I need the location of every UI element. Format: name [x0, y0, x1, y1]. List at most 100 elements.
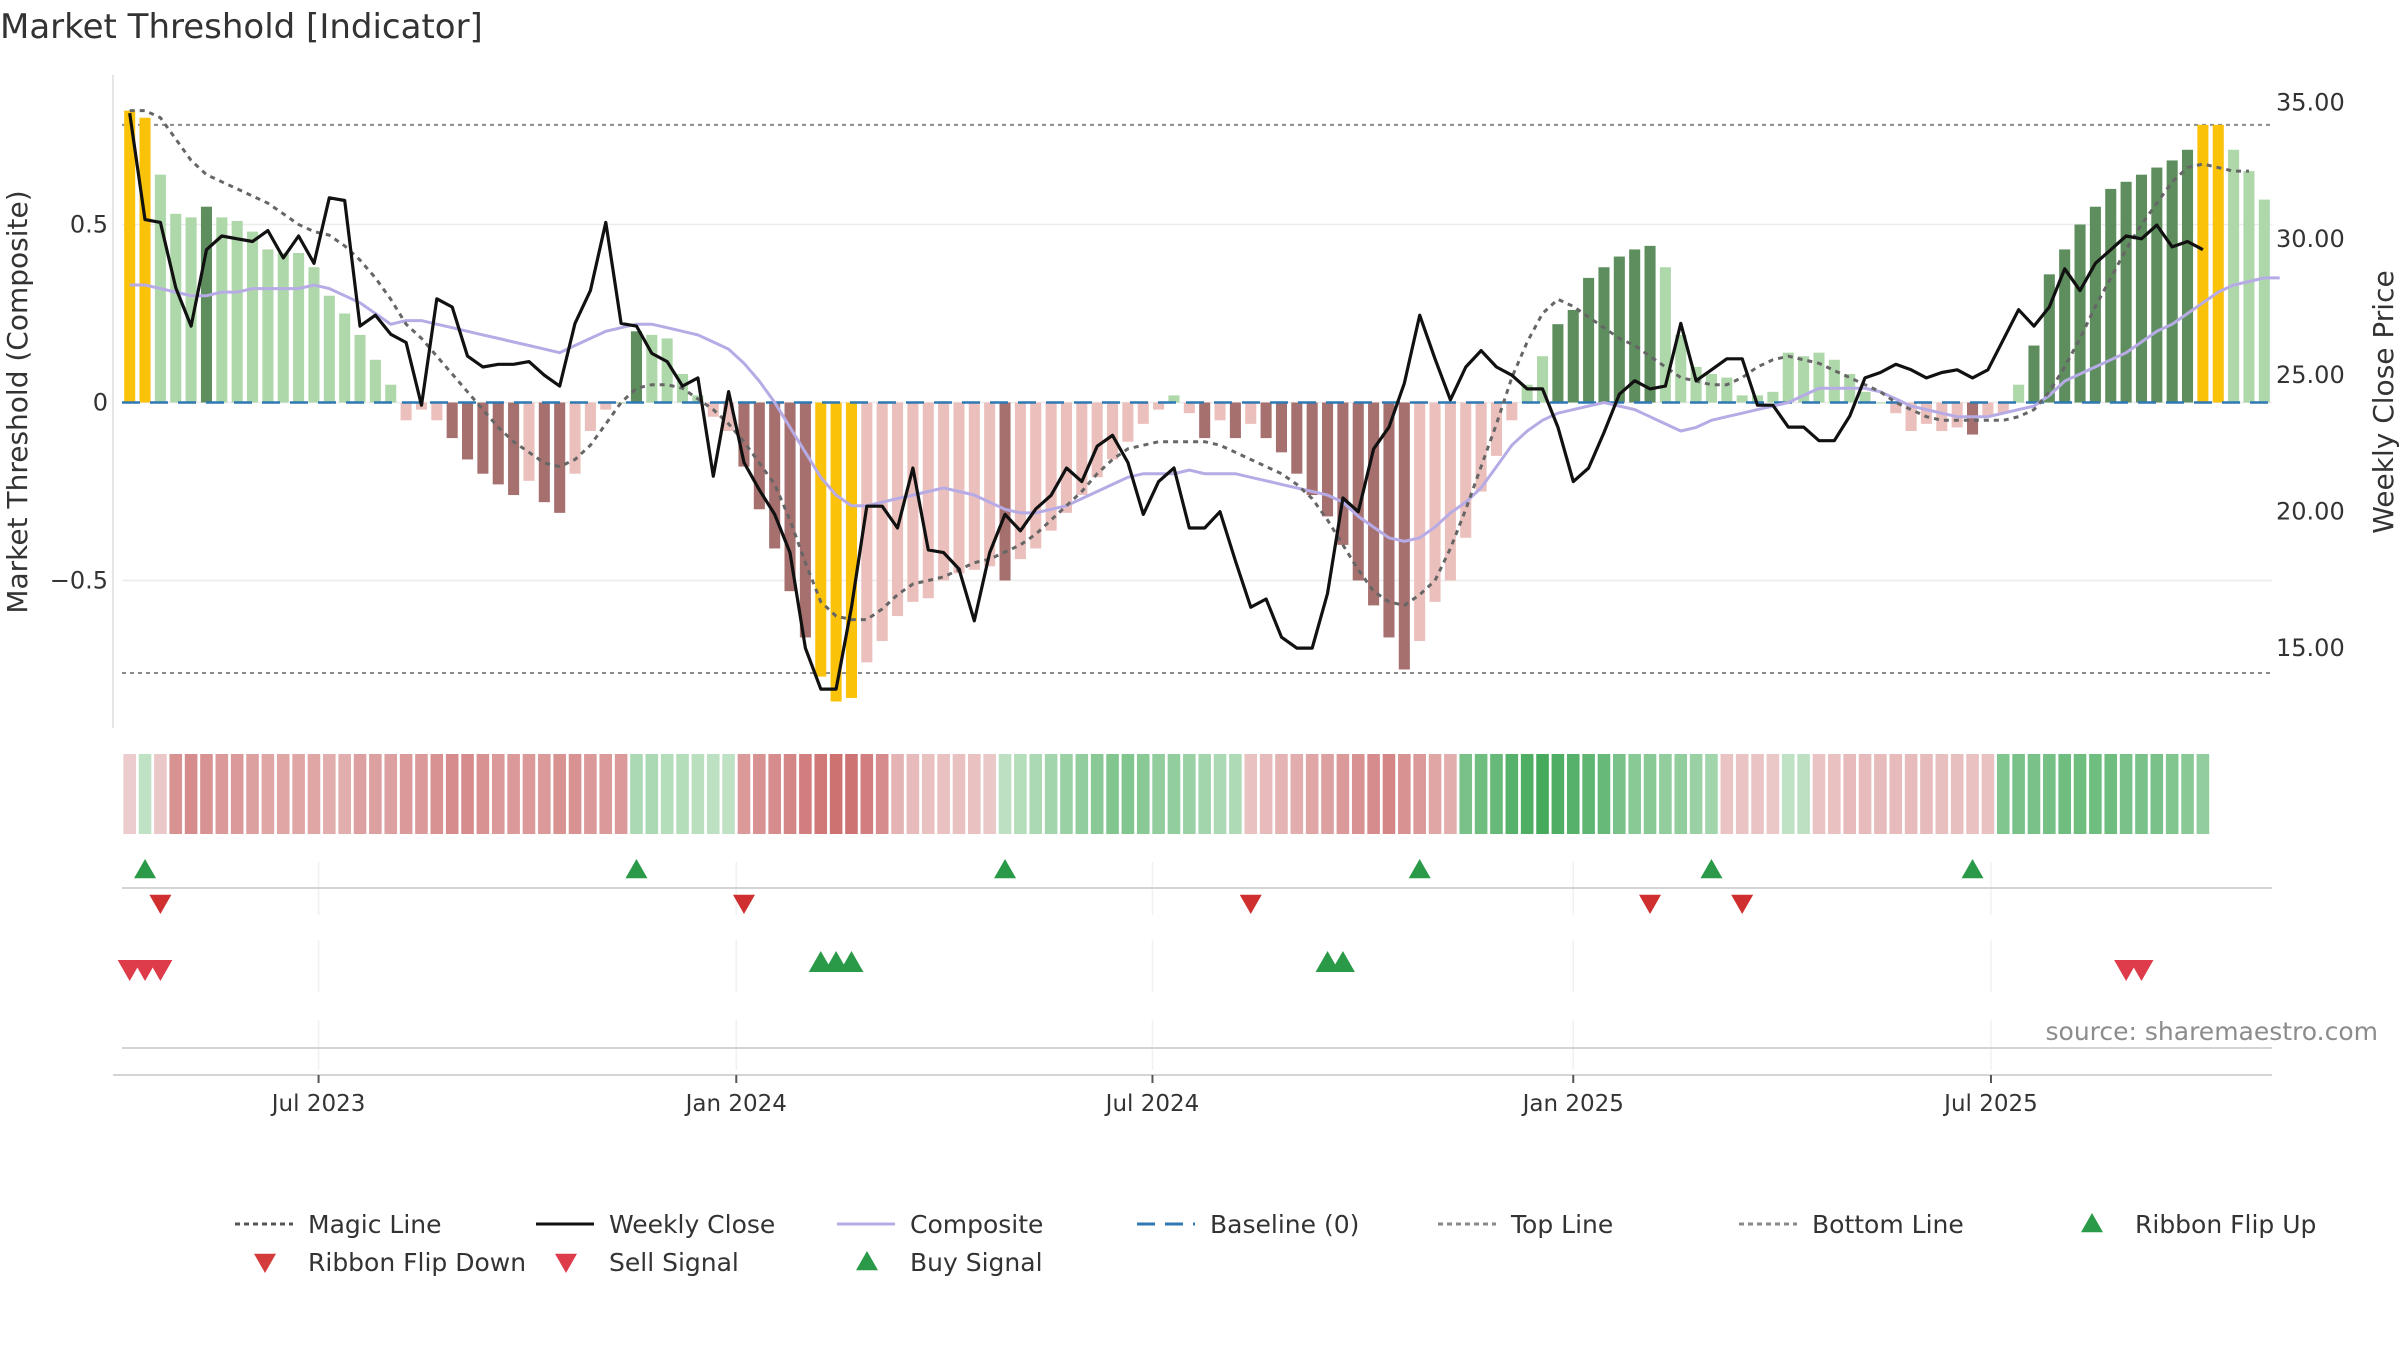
composite-bar [569, 402, 581, 474]
ribbon-flip-down-marker [1731, 894, 1754, 914]
ribbon-cell [875, 754, 889, 834]
composite-bar [523, 402, 535, 481]
x-tick-label: Jul 2025 [1942, 1091, 2038, 1117]
ribbon-flip-up-marker [625, 859, 648, 879]
ribbon-cell [1551, 754, 1565, 834]
composite-bar [1383, 402, 1395, 638]
composite-bar [170, 213, 182, 403]
ribbon-cell [2165, 754, 2179, 834]
legend-item: Sell Signal [555, 1248, 739, 1277]
ribbon-cell [1874, 754, 1887, 834]
ribbon-cell [1689, 754, 1703, 834]
composite-bar [584, 402, 596, 431]
composite-bar [661, 338, 673, 403]
composite-bar [293, 252, 305, 403]
x-axis-ticks: Jul 2023 Jan 2024 Jul 2024 Jan 2025 Jul 2025 [270, 1075, 2038, 1117]
ribbon-cell [2150, 754, 2164, 834]
composite-bar [1183, 402, 1195, 414]
ribbon-cell [2073, 754, 2087, 834]
legend-label: Buy Signal [910, 1248, 1043, 1277]
composite-bar [2212, 124, 2224, 403]
legend-swatch [2081, 1213, 2103, 1233]
ribbon-cell [476, 754, 490, 834]
chart-title: Market Threshold [Indicator] [0, 7, 483, 47]
ribbon-cell [1336, 754, 1350, 834]
trend-ribbon [123, 754, 2210, 834]
ribbon-cell [1659, 754, 1672, 834]
ribbon-cell [1643, 754, 1657, 834]
composite-bar [1675, 334, 1687, 403]
right-tick-label: 30.00 [2276, 225, 2345, 253]
ribbon-cell [1520, 754, 1534, 834]
weekly-close-line [128, 112, 2204, 691]
ribbon-cell [491, 754, 505, 834]
composite-bar [630, 331, 642, 403]
composite-bar [1306, 402, 1318, 496]
left-tick-label: 0 [93, 389, 108, 417]
composite-bar [385, 384, 397, 403]
composite-bar [1199, 402, 1211, 439]
legend-label: Bottom Line [1812, 1210, 1964, 1239]
composite-bar [247, 231, 259, 403]
composite-bar [753, 402, 765, 510]
ribbon-cell [921, 754, 935, 834]
composite-bar [339, 313, 351, 403]
composite-bar [538, 402, 550, 503]
ribbon-cell [1735, 754, 1749, 834]
composite-bar [815, 402, 827, 677]
composite-bar [1091, 402, 1103, 478]
ribbon-cell [138, 754, 152, 834]
composite-bar [1982, 402, 1994, 417]
ribbon-cell [1920, 754, 1933, 834]
composite-bar [1890, 402, 1902, 414]
ribbon-cell [1321, 754, 1334, 834]
ribbon-cell [1935, 754, 1949, 834]
composite-bar [1260, 402, 1272, 439]
ribbon-cell [123, 754, 136, 834]
composite-bar [1782, 352, 1794, 403]
composite-bars [124, 110, 2270, 702]
ribbon-cell [645, 754, 659, 834]
composite-bar [2228, 149, 2240, 403]
ribbon-cell [507, 754, 520, 834]
composite-bar [2120, 181, 2132, 403]
ribbon-cell [261, 754, 275, 834]
ribbon-cell [1797, 754, 1810, 834]
legend-label: Ribbon Flip Up [2135, 1210, 2316, 1239]
legend-swatch [254, 1253, 276, 1273]
composite-bar [462, 402, 474, 460]
composite-bar [723, 402, 735, 431]
legend-item: Bottom Line [1739, 1210, 1964, 1239]
composite-bar [1368, 402, 1380, 606]
ribbon-cell [445, 754, 459, 834]
ribbon-flip-up-marker [134, 859, 157, 879]
ribbon-cell [1720, 754, 1734, 834]
buy-signal-marker [1330, 951, 1355, 972]
composite-bar [1245, 402, 1257, 424]
ribbon-cell [1351, 754, 1365, 834]
composite-bar [1045, 402, 1057, 531]
x-tick-label: Jan 2024 [684, 1091, 787, 1117]
ribbon-cell [1367, 754, 1380, 834]
ribbon-cell [1044, 754, 1058, 834]
composite-bar [2028, 345, 2040, 403]
composite-bar [1030, 402, 1042, 549]
ribbon-cell [2027, 754, 2041, 834]
composite-bar [431, 402, 443, 421]
buy-signal-marker [839, 951, 864, 972]
ribbon-cell [660, 754, 674, 834]
composite-bar [1997, 402, 2009, 414]
composite-bar [600, 402, 612, 410]
ribbon-cell [614, 754, 628, 834]
ribbon-cell [1490, 754, 1503, 834]
composite-bar [1521, 384, 1533, 403]
ribbon-cell [1781, 754, 1795, 834]
legend-label: Baseline (0) [1210, 1210, 1359, 1239]
ribbon-cell [1705, 754, 1718, 834]
composite-bar [922, 402, 934, 599]
left-axis-label: Market Threshold (Composite) [1, 190, 34, 613]
composite-bar [277, 252, 289, 403]
legend-label: Weekly Close [609, 1210, 775, 1239]
ribbon-cell [799, 754, 812, 834]
composite-bar [999, 402, 1011, 581]
